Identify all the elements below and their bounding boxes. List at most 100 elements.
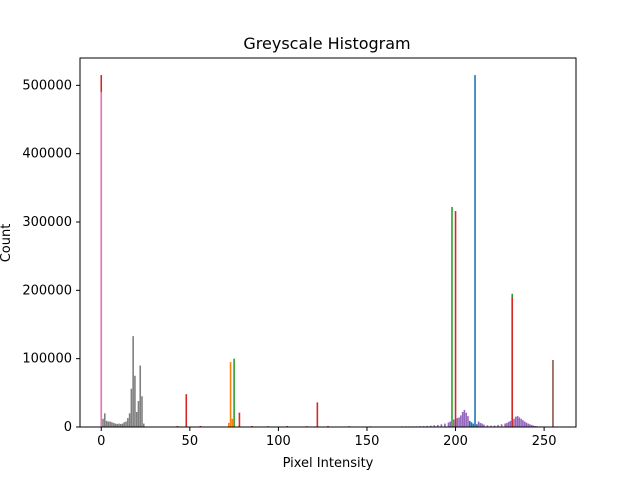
plot-frame	[79, 57, 577, 428]
histogram-bar	[251, 425, 253, 427]
histogram-bar	[199, 425, 202, 427]
histogram-bar	[513, 418, 515, 427]
histogram-bar	[238, 412, 241, 427]
histogram-bar	[105, 420, 108, 427]
y-tick-label: 500000	[22, 78, 72, 93]
histogram-bar	[483, 424, 485, 427]
histogram-bar	[514, 416, 517, 427]
histogram-bar	[477, 421, 480, 427]
histogram-bar	[102, 418, 104, 427]
y-tick-label: 0	[64, 420, 72, 435]
histogram-bar	[490, 425, 492, 427]
histogram-bar	[500, 424, 503, 427]
histogram-bar	[127, 418, 129, 427]
histogram-bar	[474, 75, 476, 427]
histogram-bar	[111, 422, 113, 427]
histogram-bar	[447, 422, 450, 427]
histogram-bar	[451, 206, 453, 427]
histogram-bar	[507, 421, 510, 428]
histogram-bar	[454, 211, 457, 427]
x-tick-label: 0	[97, 434, 105, 449]
histogram-bar	[116, 423, 118, 427]
histogram-bar	[426, 425, 428, 427]
histogram-bar	[121, 423, 124, 427]
histogram-bar	[141, 396, 143, 427]
histogram-bar	[516, 416, 519, 427]
histogram-bar	[100, 92, 103, 428]
histogram-bar	[449, 421, 452, 427]
histogram-bar	[316, 402, 319, 427]
histogram-bar	[440, 424, 443, 427]
histogram-bar	[460, 415, 462, 427]
histogram-bar	[461, 411, 464, 427]
histogram-bar	[525, 422, 528, 427]
histogram-bar	[139, 365, 142, 427]
histogram-bar	[506, 422, 508, 427]
histogram-bar	[452, 419, 455, 427]
histogram-bar	[523, 421, 526, 427]
histogram-bar	[530, 424, 533, 427]
x-axis-label: Pixel Intensity	[283, 456, 374, 471]
histogram-bar	[463, 409, 466, 427]
histogram-bar	[472, 423, 475, 427]
histogram-bar	[231, 418, 234, 427]
histogram-bar	[125, 421, 127, 427]
histogram-bar	[135, 411, 138, 427]
histogram-bar	[552, 360, 554, 427]
bars-layer	[100, 75, 554, 428]
histogram-bar	[433, 425, 436, 427]
histogram-bar	[130, 388, 133, 427]
histogram-bar	[518, 417, 521, 427]
histogram-bar	[429, 425, 432, 427]
histogram-bar	[458, 417, 460, 427]
histogram-bar	[233, 358, 235, 427]
histogram-bar	[104, 413, 106, 427]
histogram-bar	[522, 420, 524, 427]
histogram-bar	[114, 423, 117, 427]
x-tick-label: 100	[266, 434, 291, 449]
y-axis-label: Count	[0, 224, 14, 263]
y-tick-label: 300000	[22, 215, 72, 230]
histogram-bar	[134, 375, 136, 427]
histogram-bar	[497, 424, 499, 427]
y-axis: 0 100000 200000 300000 400000 500000	[22, 78, 80, 435]
histogram-bar	[456, 418, 459, 427]
histogram-bar	[107, 421, 110, 427]
histogram-bar	[185, 394, 188, 427]
histogram-bar	[534, 425, 537, 427]
histogram-bar	[444, 423, 446, 427]
chart-title: Greyscale Histogram	[243, 34, 410, 53]
histogram-bar	[465, 412, 467, 427]
histogram-bar	[529, 424, 531, 427]
histogram-bar	[123, 422, 126, 427]
histogram-bar	[479, 422, 482, 427]
y-tick-label: 200000	[22, 283, 72, 298]
histogram-bar	[437, 424, 439, 427]
histogram-bar	[119, 423, 122, 427]
histogram-bar	[467, 416, 469, 427]
histogram-bar	[481, 423, 483, 427]
histogram-bar	[532, 425, 535, 427]
histogram-bar	[228, 422, 230, 427]
histogram-bar	[112, 422, 115, 427]
histogram-bar	[128, 413, 131, 427]
histogram-bar	[118, 423, 120, 427]
histogram-bar	[520, 418, 522, 427]
histogram-bar	[132, 336, 134, 427]
histogram-bar	[468, 420, 471, 427]
histogram-bar	[142, 423, 145, 427]
histogram-bar	[511, 297, 514, 427]
histogram-bar	[470, 422, 473, 427]
histogram-bar	[504, 423, 506, 427]
histogram-bar	[109, 421, 111, 427]
x-axis: 0 50 100 150 200 250	[97, 427, 557, 449]
x-tick-label: 50	[182, 434, 199, 449]
y-tick-label: 400000	[22, 147, 72, 162]
histogram-bar	[486, 425, 489, 427]
x-tick-label: 150	[355, 434, 380, 449]
histogram-bar	[327, 425, 329, 427]
x-tick-label: 250	[532, 434, 557, 449]
histogram-bar	[493, 425, 496, 427]
histogram-bar	[476, 424, 478, 427]
